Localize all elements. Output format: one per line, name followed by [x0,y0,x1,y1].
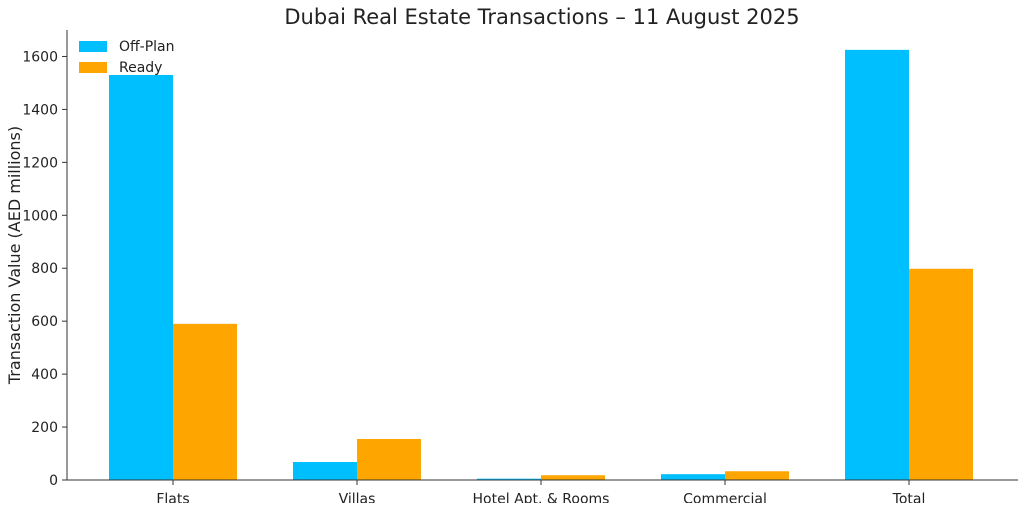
y-tick-label: 600 [31,314,58,330]
bar-off-plan-villas [293,462,357,480]
bar-off-plan-hotel-apt-rooms [477,478,541,480]
bar-ready-villas [357,438,421,480]
legend-swatch-off-plan [79,41,107,52]
x-axis-ticks: Flats Villas Hotel Apt. & Rooms Commercial T… [156,480,926,507]
x-tick-label: Total [892,492,926,503]
legend-label-ready: Ready [119,60,162,76]
x-tick-label: Commercial [683,492,767,503]
x-tick-label: Flats [156,492,189,503]
bars-group [109,49,973,481]
bar-ready-total [909,268,973,480]
y-tick-label: 400 [31,367,58,383]
bar-ready-hotel-apt-rooms [541,475,605,480]
y-tick-label: 1400 [22,102,58,118]
y-tick-label: 1000 [22,208,58,224]
bar-off-plan-commercial [661,474,725,480]
bar-off-plan-flats [109,75,173,480]
chart-title: Dubai Real Estate Transactions – 11 Augu… [284,5,799,29]
legend-label-off-plan: Off-Plan [119,39,175,55]
bar-ready-flats [173,323,237,480]
y-tick-label: 800 [31,261,58,277]
legend-swatch-ready [79,62,107,73]
y-tick-label: 1600 [22,49,58,65]
y-tick-label: 0 [49,473,58,489]
x-tick-label: Hotel Apt. & Rooms [473,492,610,503]
y-axis-ticks: 0 200 400 600 800 1000 1200 1400 1600 [22,49,67,489]
y-tick-label: 1200 [22,155,58,171]
legend: Off-Plan Ready [79,39,175,76]
bar-ready-commercial [725,471,789,480]
y-axis-label: Transaction Value (AED millions) [5,126,24,385]
bar-off-plan-total [845,49,909,481]
x-tick-label: Villas [339,492,376,503]
y-tick-label: 200 [31,420,58,436]
